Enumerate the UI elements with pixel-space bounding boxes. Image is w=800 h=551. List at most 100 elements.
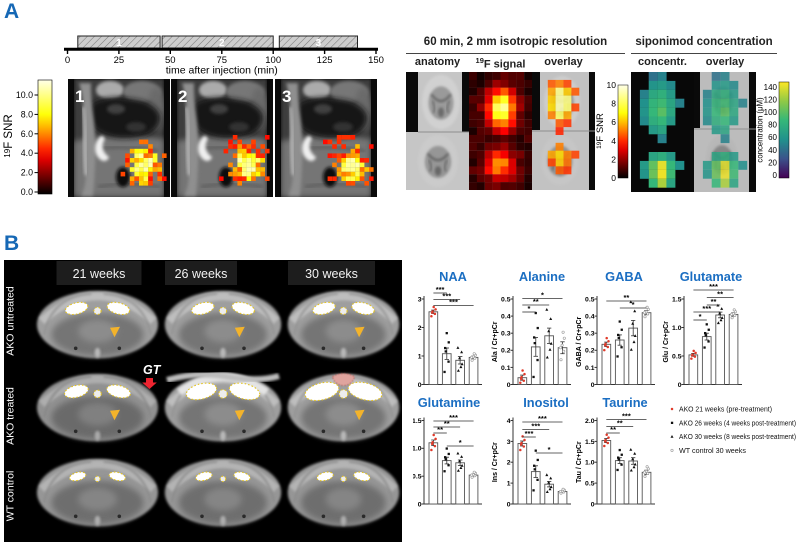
svg-text:Glu / Cr+pCr: Glu / Cr+pCr xyxy=(663,321,670,363)
svg-text:**: ** xyxy=(717,289,723,298)
svg-text:concentration (μM): concentration (μM) xyxy=(756,97,765,163)
svg-text:6: 6 xyxy=(611,117,616,127)
svg-text:GT: GT xyxy=(143,363,162,377)
svg-text:1: 1 xyxy=(75,87,84,106)
svg-text:1.0: 1.0 xyxy=(413,446,422,453)
svg-text:3: 3 xyxy=(282,87,291,106)
svg-text:10.0: 10.0 xyxy=(16,90,33,100)
svg-text:2.0: 2.0 xyxy=(585,418,595,425)
svg-text:10: 10 xyxy=(607,80,617,90)
svg-text:2: 2 xyxy=(507,460,511,467)
svg-text:150: 150 xyxy=(368,55,384,66)
svg-text:1: 1 xyxy=(418,353,422,360)
svg-text:60: 60 xyxy=(768,133,777,142)
svg-text:0.3: 0.3 xyxy=(501,331,511,338)
svg-text:4: 4 xyxy=(507,418,511,425)
svg-text:125: 125 xyxy=(317,55,333,66)
svg-text:50: 50 xyxy=(165,55,176,66)
svg-text:30 weeks: 30 weeks xyxy=(305,267,358,281)
svg-text:Inositol: Inositol xyxy=(523,395,569,410)
svg-text:1.0: 1.0 xyxy=(672,325,682,332)
svg-text:***: *** xyxy=(622,411,631,420)
svg-text:1.0: 1.0 xyxy=(585,460,595,467)
svg-text:100: 100 xyxy=(764,108,778,117)
svg-text:3: 3 xyxy=(418,296,422,303)
svg-text:19F SNR: 19F SNR xyxy=(3,114,15,157)
svg-text:**: ** xyxy=(623,293,629,302)
svg-text:0: 0 xyxy=(773,171,778,180)
svg-text:AKO untreated: AKO untreated xyxy=(5,286,17,356)
svg-text:0.1: 0.1 xyxy=(585,365,595,372)
svg-text:***: *** xyxy=(525,429,534,438)
svg-text:1.5: 1.5 xyxy=(672,296,682,303)
svg-text:Taurine: Taurine xyxy=(602,395,647,410)
svg-text:0.5: 0.5 xyxy=(585,296,595,303)
svg-text:2: 2 xyxy=(178,87,187,106)
svg-text:0.5: 0.5 xyxy=(413,474,422,481)
svg-text:AKO treated: AKO treated xyxy=(5,387,17,445)
svg-text:8: 8 xyxy=(611,99,616,109)
svg-text:120: 120 xyxy=(764,96,778,105)
svg-text:0: 0 xyxy=(418,382,422,389)
svg-text:Glutamine: Glutamine xyxy=(418,395,481,410)
svg-text:1.5: 1.5 xyxy=(585,439,595,446)
svg-text:6.0: 6.0 xyxy=(21,129,33,139)
svg-text:0: 0 xyxy=(591,382,595,389)
svg-text:26 weeks: 26 weeks xyxy=(175,267,228,281)
svg-text:***: *** xyxy=(442,291,451,300)
svg-text:1: 1 xyxy=(116,38,122,49)
svg-text:2: 2 xyxy=(418,325,422,332)
svg-text:Alanine: Alanine xyxy=(519,269,565,284)
svg-text:GABA: GABA xyxy=(605,269,643,284)
svg-text:**: ** xyxy=(437,425,443,434)
svg-text:*: * xyxy=(548,445,551,454)
svg-text:*: * xyxy=(699,312,702,321)
svg-text:3: 3 xyxy=(507,439,511,446)
svg-text:0: 0 xyxy=(507,382,511,389)
svg-text:0: 0 xyxy=(418,501,422,508)
svg-text:**: ** xyxy=(711,297,717,306)
svg-text:NAA: NAA xyxy=(439,269,467,284)
svg-text:*: * xyxy=(528,304,531,313)
svg-text:*: * xyxy=(541,290,544,299)
svg-text:***: *** xyxy=(709,282,718,291)
svg-text:21 weeks: 21 weeks xyxy=(73,267,126,281)
svg-text:Tau / Cr+pCr: Tau / Cr+pCr xyxy=(576,441,583,483)
svg-text:0.5: 0.5 xyxy=(585,481,595,488)
svg-text:0: 0 xyxy=(65,55,70,66)
svg-text:0.0: 0.0 xyxy=(21,187,33,197)
svg-text:time after injection (min): time after injection (min) xyxy=(166,65,278,77)
svg-text:0.3: 0.3 xyxy=(585,331,595,338)
svg-text:140: 140 xyxy=(764,83,778,92)
svg-text:0.5: 0.5 xyxy=(672,353,682,360)
svg-text:GABA / Cr+pCr: GABA / Cr+pCr xyxy=(576,316,583,366)
svg-text:4.0: 4.0 xyxy=(21,148,33,158)
svg-text:40: 40 xyxy=(768,146,777,155)
svg-text:**: ** xyxy=(533,297,539,306)
svg-text:0.2: 0.2 xyxy=(501,348,511,355)
svg-text:0: 0 xyxy=(678,382,682,389)
svg-text:2: 2 xyxy=(219,38,225,49)
svg-text:0: 0 xyxy=(591,501,595,508)
svg-text:1: 1 xyxy=(507,481,511,488)
svg-text:0.5: 0.5 xyxy=(501,296,511,303)
svg-text:0.4: 0.4 xyxy=(585,314,595,321)
svg-text:*: * xyxy=(632,300,635,309)
svg-text:0.1: 0.1 xyxy=(501,365,511,372)
svg-text:Glutamate: Glutamate xyxy=(680,269,743,284)
svg-text:AKO 30 weeks (8 weeks post-tre: AKO 30 weeks (8 weeks post-treatment) xyxy=(679,434,796,441)
svg-text:*: * xyxy=(459,438,462,447)
svg-text:4: 4 xyxy=(611,136,616,146)
svg-text:AKO 21 weeks (pre-treatment): AKO 21 weeks (pre-treatment) xyxy=(679,407,772,414)
svg-text:2: 2 xyxy=(611,154,616,164)
svg-text:***: *** xyxy=(449,297,458,306)
svg-text:Ala / Cr+pCr: Ala / Cr+pCr xyxy=(492,321,499,362)
svg-text:**: ** xyxy=(444,419,450,428)
svg-text:3: 3 xyxy=(316,38,322,49)
svg-text:25: 25 xyxy=(114,55,125,66)
svg-text:AKO 26 weeks (4 weeks post-tre: AKO 26 weeks (4 weeks post-treatment) xyxy=(679,420,796,427)
svg-text:80: 80 xyxy=(768,121,777,130)
svg-text:75: 75 xyxy=(217,55,228,66)
svg-text:100: 100 xyxy=(265,55,281,66)
svg-text:***: *** xyxy=(531,421,540,430)
